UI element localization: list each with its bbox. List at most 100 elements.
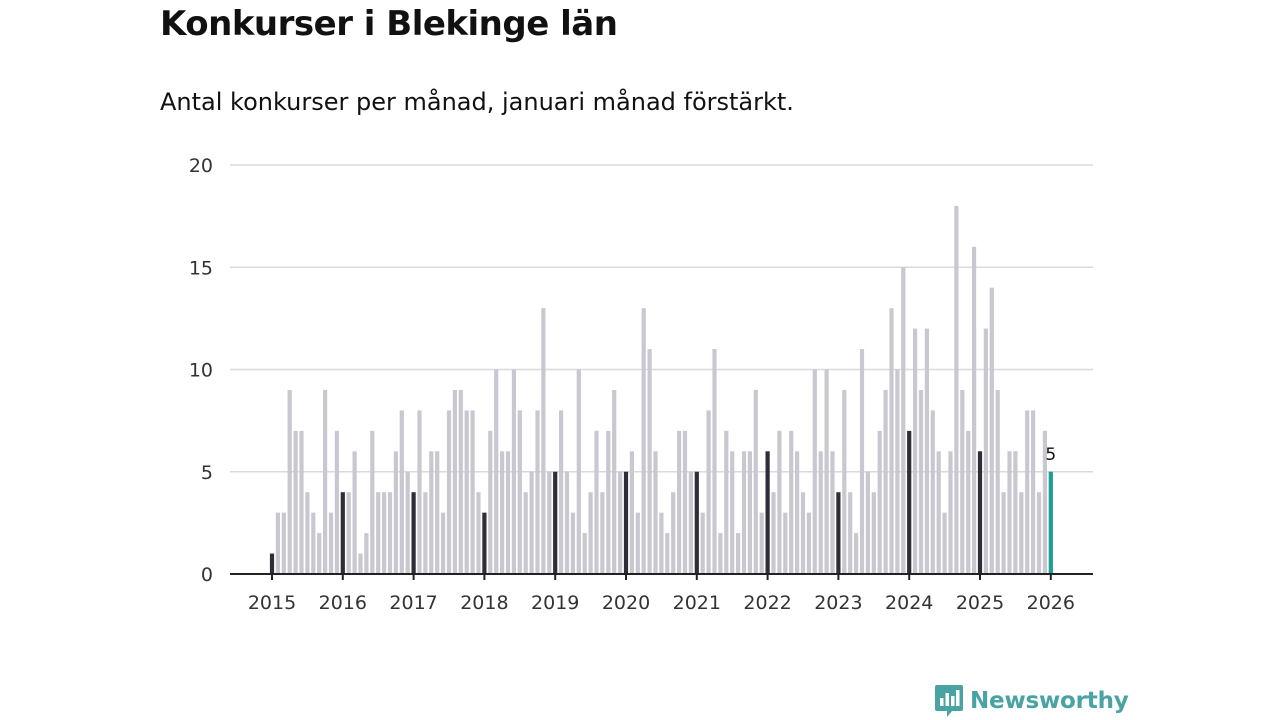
bar-2021-09 xyxy=(741,451,747,574)
newsworthy-brand: Newsworthy xyxy=(934,684,1129,718)
bar-2021-11 xyxy=(753,389,758,574)
bar-2017-06 xyxy=(441,512,446,574)
bar-chart: 0 5 10 15 20 5 2015 2016 2017 2018 2019 2020 2021 202… xyxy=(189,155,1093,614)
x-tick-label-2015: 2015 xyxy=(248,592,296,614)
bar-2025-03 xyxy=(989,287,994,574)
bar-2025-07 xyxy=(1013,451,1018,574)
bar-2019-07 xyxy=(588,492,593,574)
bar-2017-07 xyxy=(446,410,452,574)
bar-2015-11 xyxy=(328,512,334,574)
bar-2022-10 xyxy=(818,451,823,574)
bar-2016-09 xyxy=(387,492,393,574)
bar-2015-09 xyxy=(317,533,322,574)
bar-2017-05 xyxy=(435,451,440,574)
x-tick-label-2024: 2024 xyxy=(885,592,933,614)
bar-2020-03 xyxy=(635,512,640,574)
bar-2023-11 xyxy=(895,369,900,574)
chart-subtitle: Antal konkurser per månad, januari månad… xyxy=(160,88,794,116)
bar-2025-10 xyxy=(1031,410,1036,574)
bar-2015-03 xyxy=(281,512,286,574)
bar-2019-02 xyxy=(559,410,564,574)
bar-2018-12 xyxy=(547,471,552,574)
bar-2018-01 xyxy=(482,512,487,574)
bar-2021-12 xyxy=(759,512,764,574)
bar-2018-11 xyxy=(541,308,546,574)
bar-2022-04 xyxy=(783,512,788,574)
bar-2021-08 xyxy=(736,533,741,574)
bar-2022-06 xyxy=(795,451,800,574)
bar-2020-12 xyxy=(688,471,693,574)
bar-2021-07 xyxy=(730,451,735,574)
bar-2023-02 xyxy=(842,389,847,574)
bar-2015-04 xyxy=(287,389,292,574)
bar-2023-07 xyxy=(871,492,876,574)
bar-2019-10 xyxy=(606,430,611,574)
bar-2025-06 xyxy=(1007,451,1012,574)
bar-2019-06 xyxy=(582,533,587,574)
x-tick-label-2021: 2021 xyxy=(673,592,721,614)
bar-2018-09 xyxy=(529,471,534,574)
bar-2024-08 xyxy=(948,451,953,574)
bar-2023-04 xyxy=(854,533,859,574)
bar-2016-12 xyxy=(405,471,410,574)
bar-2019-08 xyxy=(594,430,599,574)
chart-title: Konkurser i Blekinge län xyxy=(160,4,618,44)
bar-2025-12 xyxy=(1042,430,1047,574)
bar-2017-02 xyxy=(417,410,422,574)
newsworthy-logo-icon xyxy=(935,685,963,717)
bar-2021-06 xyxy=(724,430,729,574)
bar-2023-08 xyxy=(877,430,882,574)
bar-2022-11 xyxy=(824,369,829,574)
bar-2025-02 xyxy=(983,328,988,574)
bar-2020-08 xyxy=(665,533,670,574)
bar-2020-05 xyxy=(647,349,652,574)
bar-2016-07 xyxy=(376,492,381,574)
bar-2019-09 xyxy=(600,492,605,574)
bar-2020-10 xyxy=(677,430,682,574)
bar-2022-02 xyxy=(771,492,776,574)
bar-2018-06 xyxy=(511,369,516,574)
bar-2022-03 xyxy=(777,430,782,574)
bar-2024-02 xyxy=(913,328,918,574)
bar-2020-11 xyxy=(682,430,688,574)
bar-2015-08 xyxy=(311,512,316,574)
bar-2020-04 xyxy=(641,308,646,574)
bar-2018-03 xyxy=(494,369,499,574)
bar-2023-12 xyxy=(901,267,906,574)
bar-2025-09 xyxy=(1025,410,1030,574)
bar-2024-11 xyxy=(966,430,971,574)
y-tick-label-0: 0 xyxy=(201,564,213,586)
latest-value-label: 5 xyxy=(1045,445,1056,465)
brand-name: Newsworthy xyxy=(970,688,1129,714)
bar-2018-05 xyxy=(505,451,511,574)
bar-2021-04 xyxy=(712,349,717,574)
bar-2019-12 xyxy=(618,471,623,574)
y-tick-label-5: 5 xyxy=(201,462,213,484)
x-tick-label-2018: 2018 xyxy=(460,592,508,614)
bar-2016-10 xyxy=(393,451,398,574)
bar-2018-08 xyxy=(523,492,528,574)
bar-2022-01 xyxy=(765,451,770,574)
bar-2017-11 xyxy=(470,410,475,574)
x-tick-label-2016: 2016 xyxy=(319,592,367,614)
y-tick-label-15: 15 xyxy=(189,257,213,279)
bar-2023-03 xyxy=(848,492,853,574)
bar-2024-05 xyxy=(930,410,935,574)
bar-2019-11 xyxy=(612,389,617,574)
bar-2022-12 xyxy=(830,451,835,574)
bar-2025-05 xyxy=(1001,492,1006,574)
bar-2021-05 xyxy=(718,533,723,574)
bar-2017-01 xyxy=(411,492,416,574)
y-tick-label-20: 20 xyxy=(189,155,213,177)
bar-2019-01 xyxy=(553,471,558,574)
bar-2016-05 xyxy=(364,533,369,574)
bar-2020-06 xyxy=(653,451,658,574)
bar-2025-04 xyxy=(995,389,1000,574)
bar-2018-10 xyxy=(535,410,540,574)
bar-2020-09 xyxy=(671,492,676,574)
bar-2019-05 xyxy=(576,369,581,574)
bar-2024-07 xyxy=(942,512,947,574)
bar-2022-05 xyxy=(789,430,794,574)
bar-2024-03 xyxy=(918,389,924,574)
bar-2020-01 xyxy=(623,471,629,574)
